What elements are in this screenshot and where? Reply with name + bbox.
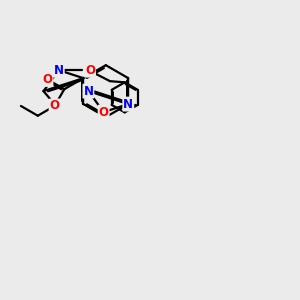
- Text: O: O: [85, 64, 95, 76]
- Text: O: O: [99, 106, 109, 118]
- Text: N: N: [123, 98, 133, 111]
- Text: O: O: [43, 73, 52, 86]
- Text: O: O: [50, 100, 60, 112]
- Text: N: N: [83, 85, 93, 98]
- Text: N: N: [54, 64, 64, 76]
